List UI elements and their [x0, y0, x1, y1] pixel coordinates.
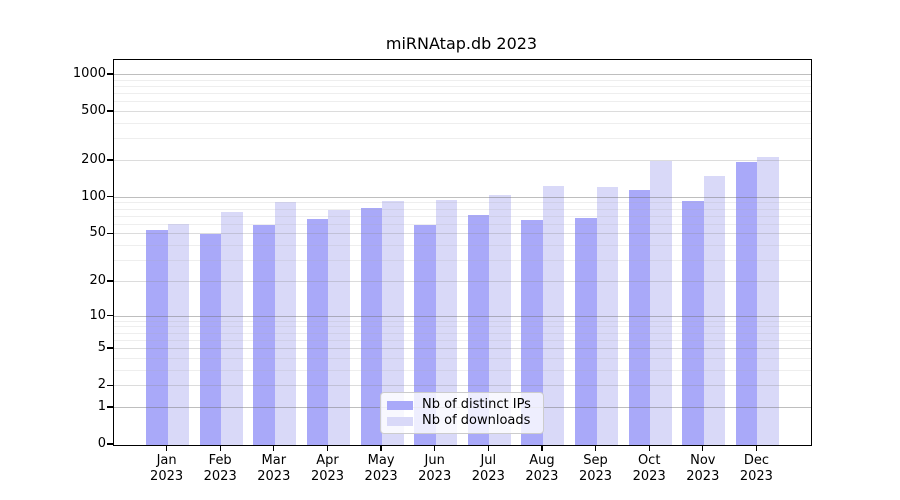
y-tick-label-200: 200	[81, 152, 106, 167]
y-tick-mark-1	[107, 406, 113, 408]
x-tick-label-aug: Aug 2023	[525, 453, 559, 484]
gridline-400	[114, 123, 811, 124]
legend-label-downloads: Nb of downloads	[422, 413, 531, 428]
y-tick-label-100: 100	[81, 188, 106, 204]
x-tick-label-jun: Jun 2023	[418, 453, 452, 484]
bar-downloads-mar	[274, 202, 297, 445]
bar-downloads-aug	[542, 185, 565, 445]
y-tick-mark-5	[107, 347, 113, 349]
y-tick-mark-100	[107, 196, 113, 198]
bar-ips-oct	[628, 190, 651, 445]
gridline-700	[114, 93, 811, 95]
y-tick-mark-200	[107, 159, 113, 161]
bar-ips-jan	[146, 230, 168, 445]
bar-ips-may	[360, 207, 383, 445]
x-tick-mark-sep	[594, 445, 597, 451]
bar-downloads-may	[382, 200, 404, 445]
bar-ips-feb	[199, 234, 222, 445]
y-tick-label-500: 500	[81, 103, 106, 119]
bar-downloads-apr	[328, 209, 350, 445]
bar-ips-dec	[735, 162, 758, 445]
bar-downloads-feb	[221, 211, 243, 445]
x-tick-label-oct: Oct 2023	[632, 453, 666, 484]
legend-swatch-ips	[387, 400, 413, 410]
x-tick-label-jul: Jul 2023	[471, 453, 505, 484]
y-tick-label-2: 2	[97, 377, 106, 393]
y-tick-label-20: 20	[89, 272, 106, 288]
x-tick-label-jan: Jan 2023	[150, 453, 184, 484]
legend-item-distinct-ips: Nb of distinct IPs	[387, 397, 535, 413]
y-tick-label-5: 5	[97, 340, 106, 355]
x-tick-mark-jul	[487, 445, 489, 451]
y-tick-label-1000: 1000	[72, 66, 106, 81]
y-tick-mark-1000	[107, 73, 113, 75]
y-tick-mark-10	[107, 314, 113, 317]
x-tick-mark-may	[380, 445, 382, 451]
y-tick-label-1: 1	[97, 398, 106, 414]
bar-ips-jun	[414, 224, 436, 445]
y-tick-label-50: 50	[89, 225, 106, 241]
bar-downloads-sep	[596, 187, 619, 445]
x-tick-mark-aug	[541, 445, 543, 451]
bar-ips-aug	[521, 219, 543, 445]
x-tick-mark-mar	[273, 445, 275, 451]
gridline-900	[114, 79, 811, 81]
gridline-600	[114, 101, 811, 103]
bar-ips-nov	[682, 200, 704, 445]
bar-ips-mar	[253, 224, 275, 445]
x-tick-label-nov: Nov 2023	[686, 453, 720, 484]
legend-label-distinct-ips: Nb of distinct IPs	[422, 397, 531, 412]
gridline-300	[114, 138, 811, 140]
x-tick-mark-apr	[326, 445, 329, 451]
x-tick-label-mar: Mar 2023	[257, 453, 291, 484]
gridline-1000	[114, 74, 811, 75]
x-tick-mark-feb	[219, 445, 221, 451]
y-tick-mark-500	[107, 110, 113, 112]
y-tick-label-0: 0	[97, 436, 106, 451]
bar-downloads-nov	[703, 176, 726, 445]
y-tick-label-10: 10	[89, 307, 106, 323]
x-tick-mark-nov	[702, 445, 704, 451]
chart-title: miRNAtap.db 2023	[385, 34, 538, 53]
plot-area	[113, 59, 812, 446]
gridline-200	[114, 160, 811, 161]
x-tick-mark-oct	[648, 445, 650, 451]
bar-downloads-jun	[435, 200, 458, 445]
bar-ips-apr	[306, 219, 329, 445]
y-tick-mark-20	[107, 280, 113, 282]
bar-downloads-jul	[489, 195, 511, 445]
y-tick-mark-0	[107, 443, 113, 445]
x-tick-label-apr: Apr 2023	[310, 453, 345, 484]
legend-item-downloads: Nb of downloads	[387, 413, 535, 429]
x-tick-mark-dec	[755, 445, 758, 451]
x-tick-mark-jan	[165, 445, 168, 451]
gridline-500	[114, 111, 811, 113]
legend-swatch-downloads	[387, 416, 413, 426]
x-tick-label-dec: Dec 2023	[739, 453, 773, 484]
x-tick-label-feb: Feb 2023	[203, 453, 237, 484]
bar-downloads-dec	[757, 157, 779, 445]
bar-downloads-jan	[167, 224, 190, 445]
x-tick-label-may: May 2023	[364, 453, 398, 484]
x-tick-label-sep: Sep 2023	[578, 453, 613, 484]
legend: Nb of distinct IPs Nb of downloads	[380, 392, 544, 434]
gridline-800	[114, 85, 811, 87]
x-tick-mark-jun	[434, 445, 436, 451]
bar-ips-jul	[467, 214, 490, 445]
bar-ips-sep	[575, 218, 597, 445]
y-tick-mark-2	[107, 384, 113, 386]
y-tick-mark-50	[107, 232, 113, 235]
bar-downloads-oct	[650, 161, 672, 445]
